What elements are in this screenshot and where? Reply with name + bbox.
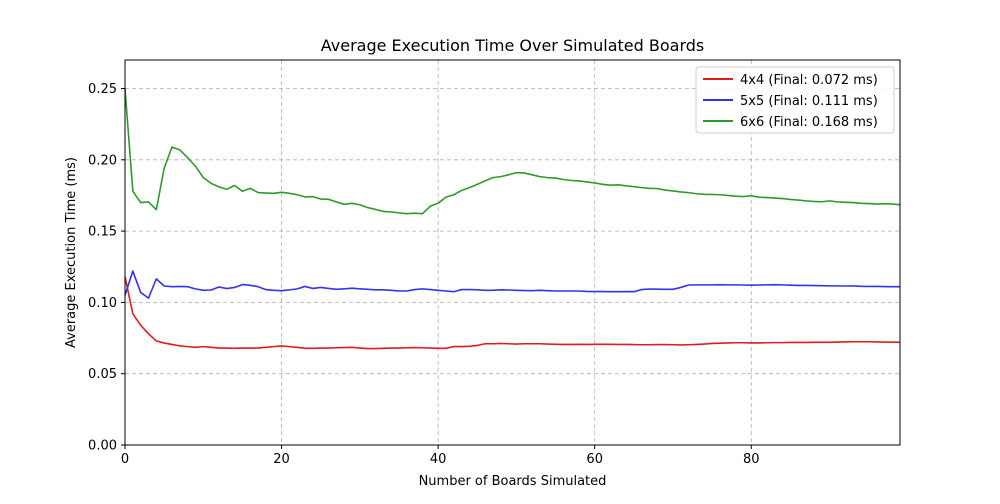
chart-title: Average Execution Time Over Simulated Bo… [321, 36, 705, 55]
legend: 4x4 (Final: 0.072 ms) 5x5 (Final: 0.111 … [695, 66, 895, 134]
plot-frame [124, 59, 901, 446]
series-line-5x5 [124, 270, 900, 299]
x-tick-label: 40 [430, 452, 447, 467]
legend-label-4x4: 4x4 (Final: 0.072 ms) [740, 73, 878, 88]
series-line-6x6 [124, 88, 901, 215]
y-tick-label: 0.15 [88, 225, 117, 240]
y-axis-label: Average Execution Time (ms) [64, 157, 79, 348]
y-tick-label: 0.00 [88, 439, 117, 454]
legend-box [695, 66, 895, 134]
y-tick-label: 0.20 [88, 153, 117, 168]
series-line-4x4 [124, 276, 901, 350]
y-axis: 0.00 0.05 0.10 0.15 0.20 0.25 [88, 82, 125, 454]
series-layer [124, 88, 901, 350]
x-tick-label: 60 [586, 452, 603, 467]
legend-label-5x5: 5x5 (Final: 0.111 ms) [740, 94, 878, 109]
x-tick-label: 80 [743, 452, 760, 467]
legend-label-6x6: 6x6 (Final: 0.168 ms) [740, 115, 878, 130]
y-tick-label: 0.05 [88, 367, 117, 382]
y-tick-label: 0.25 [88, 82, 117, 97]
x-axis-label: Number of Boards Simulated [419, 474, 607, 489]
y-tick-label: 0.10 [88, 296, 117, 311]
x-axis: 0 20 40 60 80 [121, 445, 760, 467]
x-tick-label: 20 [273, 452, 290, 467]
x-tick-label: 0 [121, 452, 129, 467]
